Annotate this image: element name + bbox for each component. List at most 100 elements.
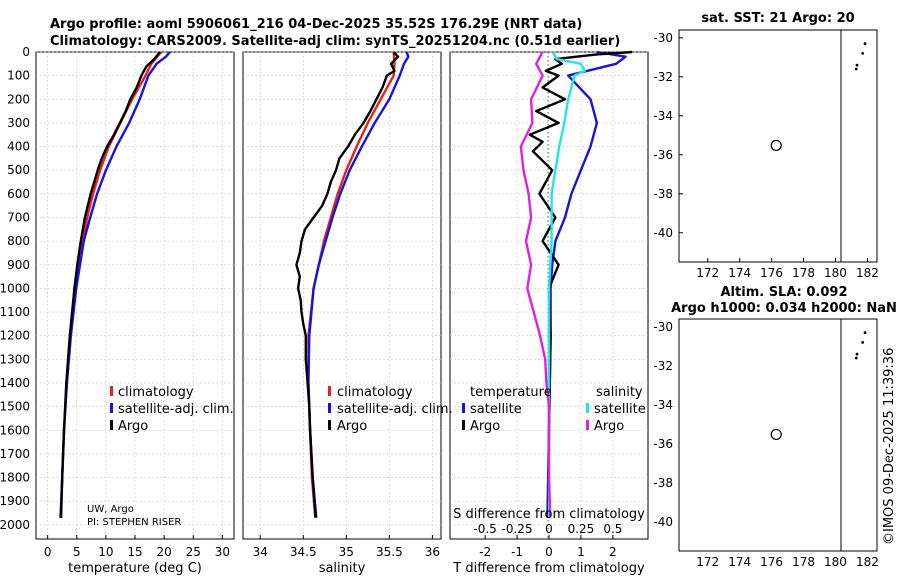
credit-line-2: PI: STEPHEN RISER — [87, 517, 181, 528]
diff-lines — [519, 50, 633, 518]
map-x-tick-label: 172 — [696, 555, 719, 569]
diff-x-axis: -2 -1 0 1 2 — [479, 535, 617, 559]
sla-map-title-1: Altim. SLA: 0.092 — [721, 285, 848, 300]
x-tick-label: 20 — [156, 545, 171, 559]
x-tick-label: -1 — [511, 545, 523, 559]
legend-swatch-t-satellite — [462, 403, 465, 413]
grid-layer — [36, 51, 648, 539]
legend-label-satellite: satellite-adj. clim. — [118, 402, 234, 417]
temp-lines — [59, 51, 171, 518]
island-dot — [861, 340, 865, 344]
map-x-tick-label: 176 — [760, 266, 783, 280]
title-line-2: Climatology: CARS2009. Satellite-adj cli… — [50, 34, 620, 49]
island-dot — [861, 51, 865, 55]
sal-x-axis: 34 34.5 35 35.5 36 — [253, 535, 440, 559]
x-tick-label: 5 — [73, 545, 81, 559]
island-dot — [854, 356, 858, 360]
y-tick-label: 1100 — [0, 305, 30, 319]
legend-swatch-climatology — [328, 386, 331, 396]
legend-header-salinity: salinity — [596, 385, 643, 400]
legend-swatch-argo — [328, 420, 331, 430]
legend-label-argo: Argo — [118, 419, 148, 434]
sst-map-title: sat. SST: 21 Argo: 20 — [701, 11, 854, 26]
map-x-tick-label: 178 — [792, 555, 815, 569]
legend-label-t-satellite: satellite — [470, 402, 522, 417]
sst-east-strip — [840, 29, 878, 263]
diff-xlabel: T difference from climatology — [452, 561, 645, 576]
map-axes: 172 174 176 178 180 182 -30 -32 -34 -36 -38 -40 172 1… — [653, 31, 878, 569]
map-x-tick-label: 174 — [728, 266, 751, 280]
map-x-tick-label: 180 — [824, 555, 847, 569]
x-tick-label: 0 — [44, 545, 52, 559]
map-y-tick-label: -36 — [653, 437, 673, 451]
y-tick-label: 1000 — [0, 281, 30, 295]
x-tick-label: 1 — [577, 545, 585, 559]
legend-swatch-satellite — [110, 403, 113, 413]
series-line-argo — [59, 51, 161, 518]
map-x-tick-label: 174 — [728, 555, 751, 569]
x-tick-label: 2 — [609, 545, 617, 559]
y-tick-label: 800 — [7, 234, 30, 248]
series-line-temperature-argo — [528, 50, 633, 518]
island-dot — [855, 352, 859, 356]
sal-legend: climatology satellite-adj. clim. Argo — [328, 385, 453, 434]
map-y-tick-label: -34 — [653, 398, 673, 412]
y-tick-label: 2000 — [0, 518, 30, 532]
map-y-tick-label: -36 — [653, 148, 673, 162]
legend-swatch-t-argo — [462, 420, 465, 430]
map-y-tick-label: -38 — [653, 187, 673, 201]
sal-xlabel: salinity — [319, 561, 366, 576]
y-tick-label: 1700 — [0, 447, 30, 461]
map-x-tick-label: 176 — [760, 555, 783, 569]
x-tick-label: 10 — [98, 545, 113, 559]
island-dot — [863, 331, 867, 335]
series-line-salinity-satellite — [547, 51, 586, 518]
map-y-tick-label: -40 — [653, 515, 673, 529]
x2-tick-label: -0.5 — [473, 522, 496, 536]
legend-header-temperature: temperature — [470, 385, 552, 400]
legend-swatch-s-satellite — [586, 403, 589, 413]
y-tick-label: 1200 — [0, 329, 30, 343]
x-tick-label: 15 — [127, 545, 142, 559]
imos-stamp: ©IMOS 09-Dec-2025 11:39:36 — [882, 348, 897, 545]
map-y-tick-label: -38 — [653, 476, 673, 490]
map-x-tick-label: 172 — [696, 266, 719, 280]
y-tick-label: 1300 — [0, 352, 30, 366]
map-y-tick-label: -32 — [653, 70, 673, 84]
legend-swatch-climatology — [110, 386, 113, 396]
y-tick-label: 400 — [7, 140, 30, 154]
kermadec-islands-icon — [854, 42, 867, 71]
map-y-tick-label: -30 — [653, 320, 673, 334]
map-y-tick-label: -34 — [653, 109, 673, 123]
y-tick-label: 0 — [22, 45, 30, 59]
map-y-tick-label: -30 — [653, 31, 673, 45]
island-dot — [863, 42, 867, 46]
y-tick-label: 600 — [7, 187, 30, 201]
x-tick-label: 35.5 — [376, 545, 403, 559]
y-tick-label: 1500 — [0, 400, 30, 414]
legend-label-climatology: climatology — [337, 385, 413, 400]
y-tick-label: 900 — [7, 258, 30, 272]
legend-swatch-satellite — [328, 403, 331, 413]
legend-label-s-argo: Argo — [594, 419, 624, 434]
x2-tick-label: 0.5 — [603, 522, 622, 536]
diff-x2label: S difference from climatology — [453, 507, 645, 522]
diff-s-axis: -0.5 -0.25 0 0.25 0.5 — [473, 522, 622, 536]
legend-label-climatology: climatology — [118, 385, 194, 400]
legend-label-s-satellite: satellite — [594, 402, 646, 417]
x-tick-label: -2 — [479, 545, 491, 559]
x2-tick-label: 0.25 — [568, 522, 595, 536]
sal-panel — [242, 51, 442, 540]
sal-lines — [295, 51, 410, 518]
series-line-argo — [295, 51, 400, 518]
temp-x-axis: 0 5 10 15 20 25 30 — [44, 535, 230, 559]
x2-tick-label: -0.25 — [502, 522, 533, 536]
x-tick-label: 0 — [545, 545, 553, 559]
sla-map-title-2: Argo h1000: 0.034 h2000: NaN — [671, 301, 897, 316]
y-tick-label: 1800 — [0, 471, 30, 485]
map-x-tick-label: 180 — [824, 266, 847, 280]
diff-legend: temperature salinity satellite Argo sate… — [462, 385, 646, 434]
map-x-tick-label: 182 — [856, 266, 879, 280]
island-dot — [854, 67, 858, 71]
